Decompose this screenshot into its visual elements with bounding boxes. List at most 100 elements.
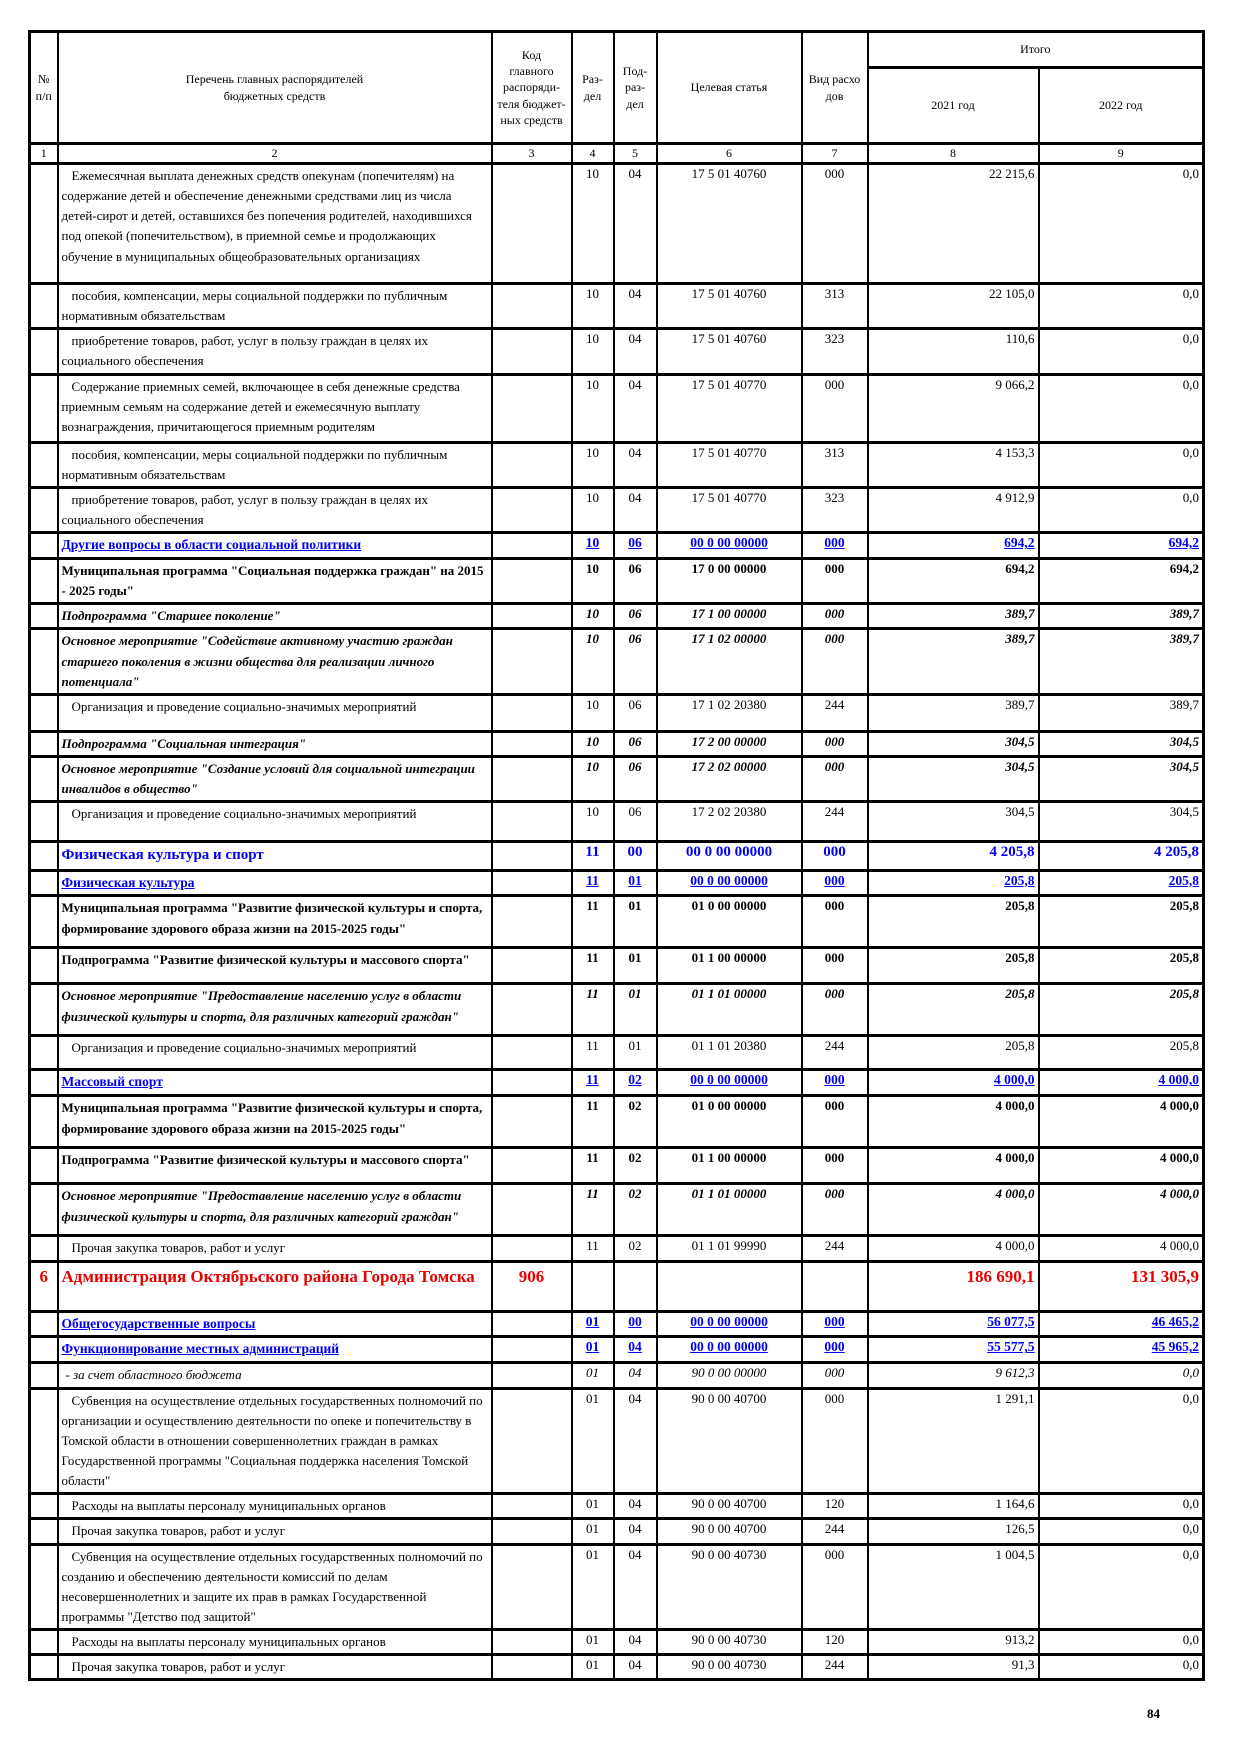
- cell-rz: 01: [570, 1653, 615, 1682]
- cell-vr: 000: [800, 840, 869, 872]
- cell-y1: 389,7: [866, 602, 1040, 631]
- cell-vr: 000: [800, 557, 869, 606]
- cell-code: [490, 894, 573, 950]
- table-row: Основное мероприятие "Предоставление нас…: [28, 1182, 1205, 1238]
- cell-y1: 22 105,0: [866, 281, 1040, 331]
- cell-code: [490, 440, 573, 489]
- cell-vr: 000: [800, 602, 869, 631]
- cell-y1: 205,8: [866, 982, 1040, 1038]
- table-row: Массовый спорт 11 02 00 0 00 00000 000 4 000,…: [28, 1068, 1205, 1098]
- cell-y2: 0,0: [1037, 1492, 1205, 1521]
- cell-ts: 17 2 02 00000: [655, 755, 803, 804]
- cell-y2: 4 205,8: [1037, 840, 1205, 872]
- cell-rz: 01: [570, 1542, 615, 1632]
- cell-vr: 244: [800, 1517, 869, 1546]
- cell-y2: 0,0: [1037, 1386, 1205, 1496]
- cell-pr: 06: [612, 531, 658, 561]
- table-row: Организация и проведение социально-значи…: [28, 1034, 1205, 1072]
- cell-num: [28, 729, 59, 759]
- cell-rz: 11: [570, 946, 615, 986]
- header-expense-type: Вид расхо дов: [800, 30, 869, 145]
- cell-vr: [800, 1259, 869, 1313]
- cell-code: [490, 1361, 573, 1390]
- table-header: № п/п Перечень главных распорядителей бю…: [28, 30, 1205, 165]
- cell-pr: 04: [612, 1492, 658, 1521]
- cell-rz: 01: [570, 1335, 615, 1365]
- cell-rz: 10: [570, 372, 615, 444]
- cell-rz: 01: [570, 1517, 615, 1546]
- cell-y2: 0,0: [1037, 327, 1205, 376]
- cell-name: Подпрограмма "Социальная интеграция": [56, 729, 493, 759]
- cell-vr: 000: [800, 982, 869, 1038]
- cell-code: [490, 840, 573, 872]
- cell-rz: 10: [570, 162, 615, 285]
- cell-rz: 01: [570, 1628, 615, 1657]
- cell-ts: 01 0 00 00000: [655, 894, 803, 950]
- column-number: 7: [800, 142, 869, 165]
- cell-rz: 01: [570, 1309, 615, 1339]
- cell-y1: 1 164,6: [866, 1492, 1040, 1521]
- table-row: Физическая культура и спорт 11 00 00 0 00 0…: [28, 840, 1205, 872]
- cell-name: Основное мероприятие "Содействие активно…: [56, 627, 493, 696]
- cell-ts: 00 0 00 00000: [655, 868, 803, 898]
- cell-y1: 186 690,1: [866, 1259, 1040, 1313]
- cell-pr: 02: [612, 1146, 658, 1186]
- table-row: Основное мероприятие "Создание условий д…: [28, 755, 1205, 804]
- cell-ts: 17 1 02 20380: [655, 692, 803, 733]
- cell-y2: 205,8: [1037, 946, 1205, 986]
- cell-name: Функционирование местных администраций: [56, 1335, 493, 1365]
- column-number: 5: [612, 142, 658, 165]
- cell-name: Подпрограмма "Развитие физической культу…: [56, 946, 493, 986]
- header-year-2022: 2022 год: [1037, 66, 1205, 145]
- cell-vr: 000: [800, 946, 869, 986]
- cell-y2: 0,0: [1037, 485, 1205, 535]
- cell-y1: 126,5: [866, 1517, 1040, 1546]
- cell-pr: 04: [612, 1542, 658, 1632]
- cell-vr: 000: [800, 162, 869, 285]
- cell-code: [490, 602, 573, 631]
- cell-vr: 120: [800, 1492, 869, 1521]
- table-row: Содержание приемных семей, включающее в …: [28, 372, 1205, 444]
- cell-num: [28, 894, 59, 950]
- column-number: 1: [28, 142, 59, 165]
- cell-num: [28, 868, 59, 898]
- cell-y1: 4 153,3: [866, 440, 1040, 489]
- cell-code: [490, 755, 573, 804]
- cell-vr: 000: [800, 372, 869, 444]
- cell-y2: 304,5: [1037, 729, 1205, 759]
- table-row: Муниципальная программа "Развитие физиче…: [28, 1094, 1205, 1150]
- cell-code: [490, 281, 573, 331]
- cell-y1: 9 066,2: [866, 372, 1040, 444]
- cell-y2: 389,7: [1037, 602, 1205, 631]
- cell-code: [490, 1034, 573, 1072]
- cell-y2: 205,8: [1037, 894, 1205, 950]
- cell-rz: 10: [570, 729, 615, 759]
- cell-num: [28, 1386, 59, 1496]
- cell-name: Основное мероприятие "Предоставление нас…: [56, 982, 493, 1038]
- cell-vr: 000: [800, 1542, 869, 1632]
- cell-code: [490, 485, 573, 535]
- table-row: Расходы на выплаты персоналу муниципальн…: [28, 1628, 1205, 1657]
- cell-ts: 01 0 00 00000: [655, 1094, 803, 1150]
- cell-pr: 04: [612, 327, 658, 376]
- cell-num: [28, 485, 59, 535]
- cell-name: Муниципальная программа "Развитие физиче…: [56, 1094, 493, 1150]
- cell-num: [28, 1335, 59, 1365]
- cell-name: Прочая закупка товаров, работ и услуг: [56, 1653, 493, 1682]
- cell-vr: 000: [800, 1094, 869, 1150]
- cell-y2: 205,8: [1037, 982, 1205, 1038]
- cell-y1: 4 912,9: [866, 485, 1040, 535]
- cell-vr: 120: [800, 1628, 869, 1657]
- cell-ts: 00 0 00 00000: [655, 1068, 803, 1098]
- cell-ts: 17 5 01 40760: [655, 281, 803, 331]
- cell-y1: 9 612,3: [866, 1361, 1040, 1390]
- cell-rz: 10: [570, 602, 615, 631]
- cell-vr: 244: [800, 800, 869, 844]
- header-total: Итого: [866, 30, 1205, 69]
- cell-vr: 000: [800, 1182, 869, 1238]
- cell-y1: 304,5: [866, 729, 1040, 759]
- cell-y1: 4 000,0: [866, 1068, 1040, 1098]
- cell-y2: 205,8: [1037, 868, 1205, 898]
- table-row: Ежемесячная выплата денежных средств опе…: [28, 162, 1205, 285]
- cell-pr: 04: [612, 1517, 658, 1546]
